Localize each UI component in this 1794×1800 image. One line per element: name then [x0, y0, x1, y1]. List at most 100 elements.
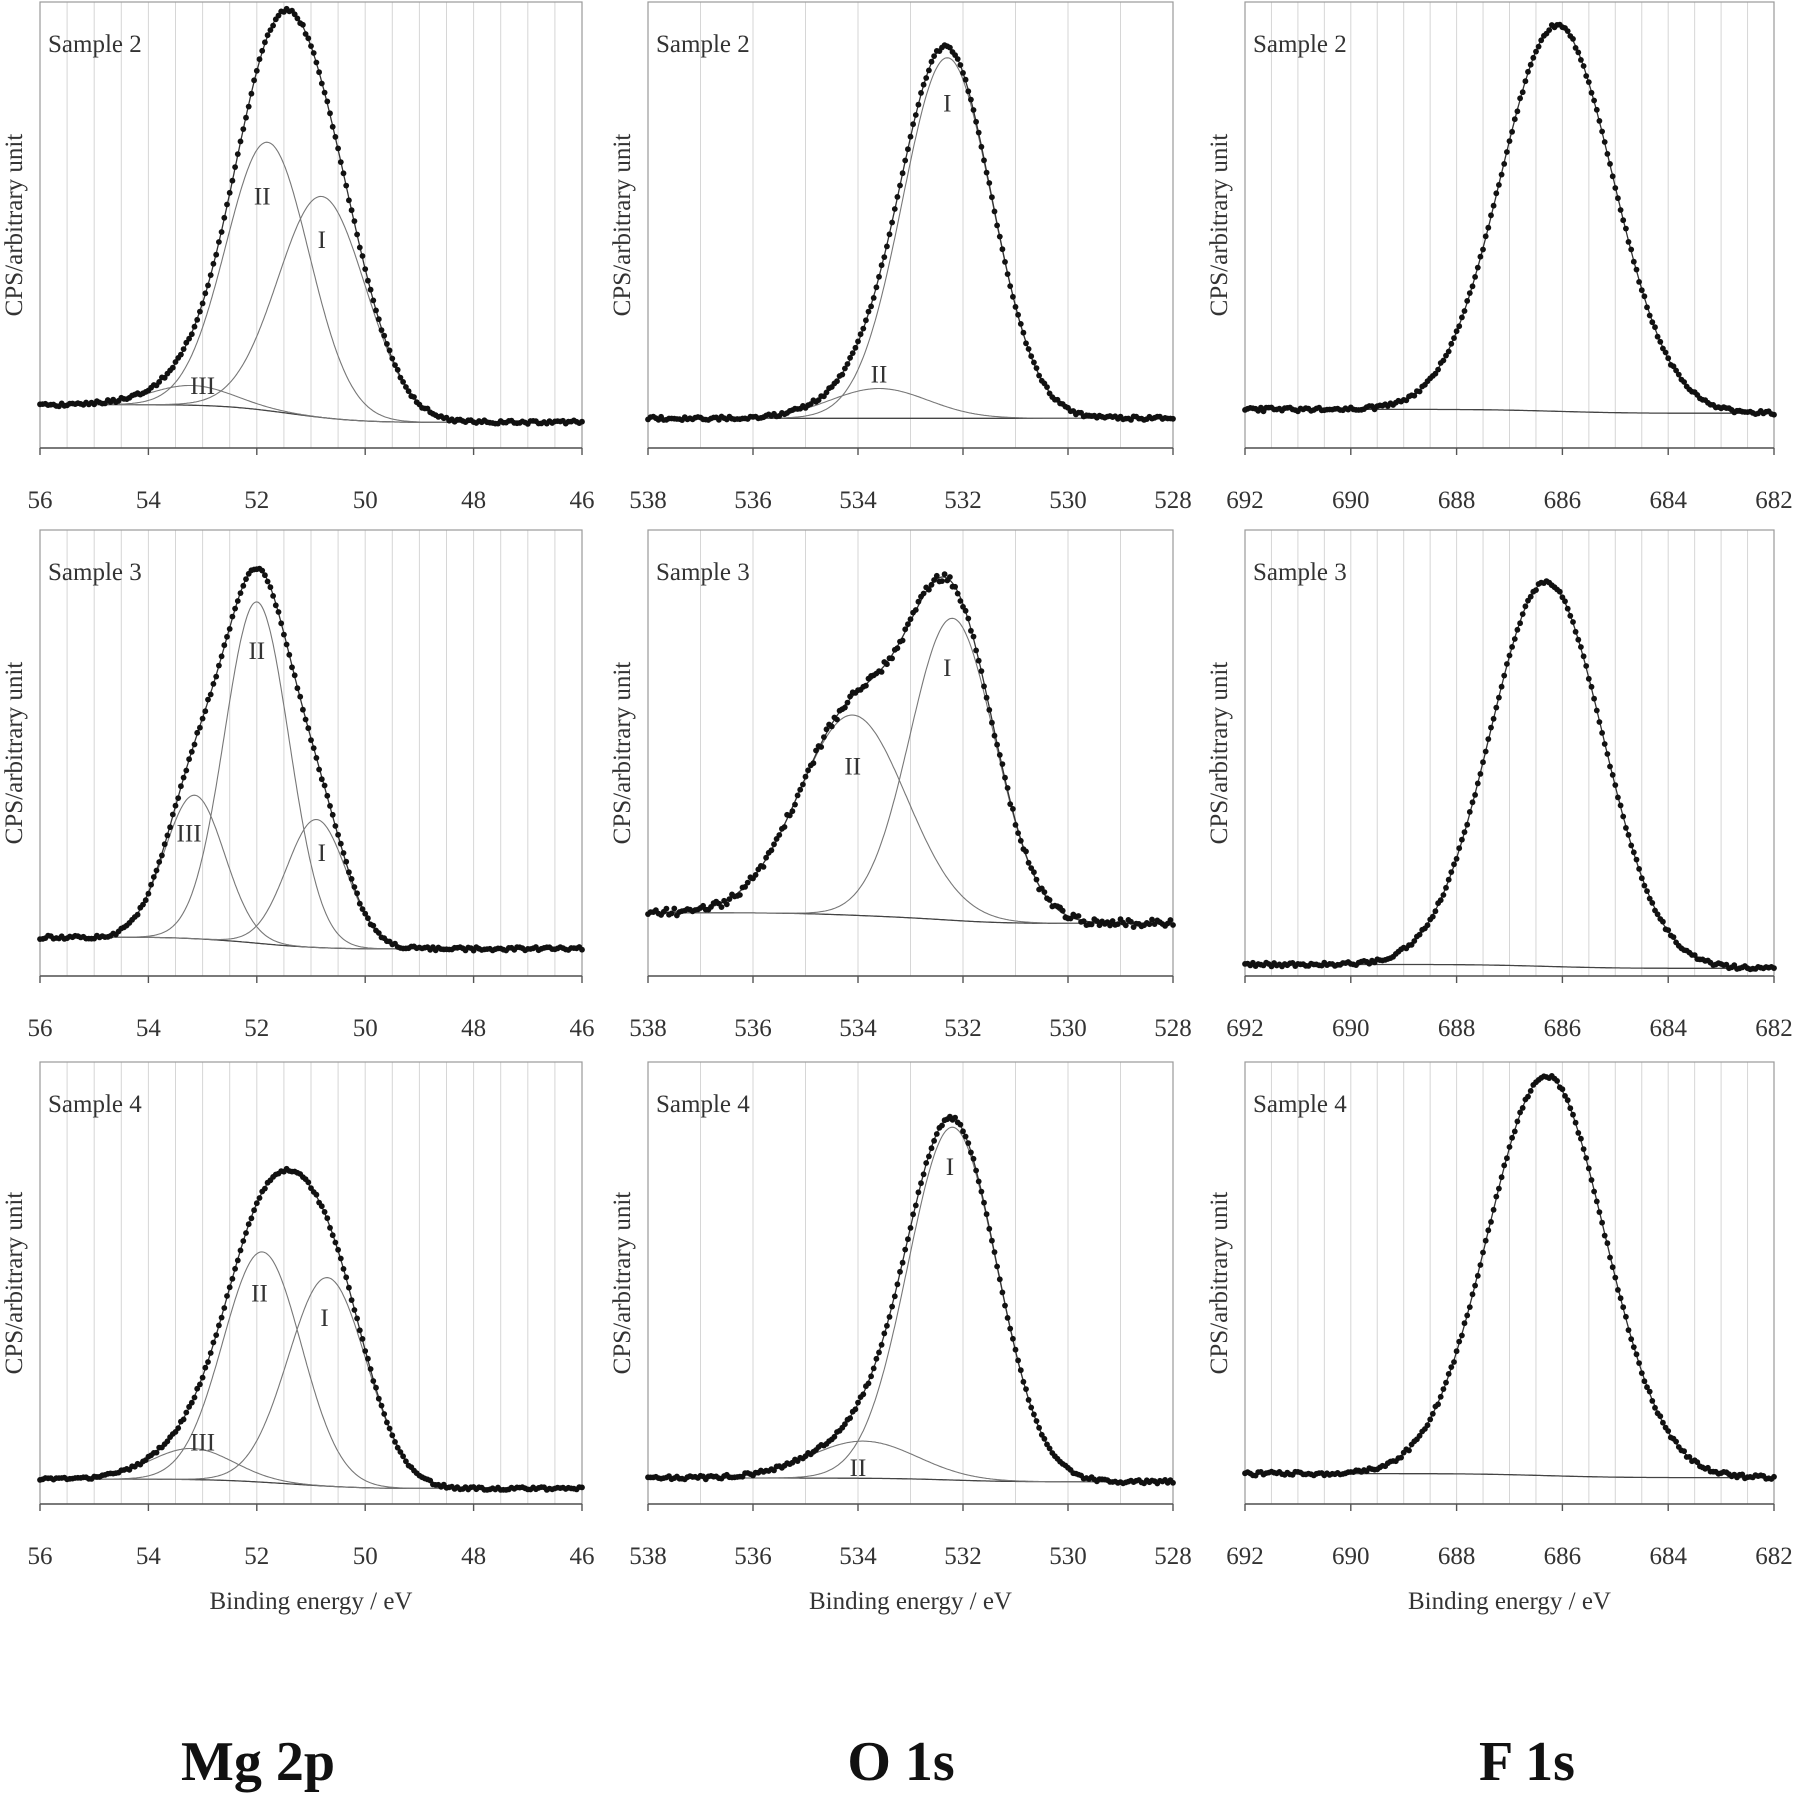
x-tick-label: 528	[1154, 1543, 1192, 1570]
data-point	[305, 35, 312, 42]
data-point	[1583, 663, 1590, 669]
data-point	[1623, 225, 1629, 232]
data-point	[1456, 323, 1463, 330]
data-point	[1644, 1384, 1650, 1391]
data-point	[826, 721, 832, 728]
data-point	[863, 1383, 869, 1390]
data-point	[1580, 1146, 1587, 1152]
x-tick-label: 54	[136, 1543, 162, 1570]
data-point	[281, 631, 287, 638]
x-tick-label: 690	[1332, 1015, 1370, 1042]
component-label: II	[251, 1280, 268, 1307]
data-point	[1583, 73, 1590, 79]
data-point	[1482, 748, 1489, 755]
data-point	[1419, 926, 1426, 933]
data-point	[373, 1384, 379, 1391]
data-point	[145, 890, 152, 897]
x-tick-label: 688	[1438, 487, 1476, 514]
data-point	[346, 869, 352, 876]
data-point	[881, 1330, 888, 1337]
data-point	[1667, 932, 1674, 939]
data-point	[899, 1259, 906, 1266]
data-point	[739, 884, 746, 891]
data-point	[973, 1167, 979, 1174]
data-point	[978, 143, 985, 150]
component-label: II	[871, 362, 888, 389]
data-point	[286, 651, 293, 658]
group-title-f1s: F 1s	[1479, 1731, 1575, 1793]
x-tick-label: 682	[1755, 487, 1793, 514]
data-point	[975, 1178, 982, 1185]
data-point	[1636, 279, 1642, 285]
data-point	[1002, 259, 1008, 265]
data-point	[37, 936, 43, 942]
data-point	[1506, 652, 1513, 659]
x-tick-label: 684	[1649, 487, 1687, 514]
data-point	[981, 683, 987, 690]
data-point	[1010, 806, 1016, 812]
data-point	[305, 725, 312, 732]
data-point	[923, 584, 930, 591]
data-point	[844, 699, 851, 706]
data-point	[1644, 304, 1650, 311]
data-point	[202, 1364, 209, 1371]
data-point	[329, 123, 336, 130]
data-point	[224, 201, 230, 208]
data-point	[996, 752, 1003, 758]
data-point	[207, 1350, 214, 1356]
data-point	[272, 602, 279, 609]
data-point	[397, 1449, 404, 1455]
data-point	[253, 1200, 260, 1207]
data-point	[1498, 171, 1505, 178]
data-point	[1033, 1418, 1040, 1424]
data-point	[243, 576, 249, 582]
data-point	[1443, 352, 1449, 359]
y-axis-label: CPS/arbitrary unit	[1206, 134, 1233, 317]
data-point	[1575, 636, 1582, 643]
data-point	[805, 767, 811, 774]
data-point	[1570, 1111, 1576, 1118]
data-point	[1548, 22, 1555, 28]
data-point	[245, 103, 252, 110]
data-point	[1472, 274, 1478, 280]
data-point	[1519, 89, 1526, 96]
data-point	[1443, 884, 1449, 891]
data-point	[365, 1355, 371, 1362]
data-point	[902, 626, 909, 633]
data-point	[831, 714, 838, 721]
data-point	[1607, 161, 1613, 167]
data-point	[205, 696, 211, 703]
data-point	[264, 1179, 271, 1186]
component-label: I	[318, 840, 326, 867]
data-point	[968, 627, 974, 634]
data-point	[37, 401, 43, 408]
data-point	[1419, 383, 1426, 390]
data-point	[332, 823, 339, 829]
x-axis-label: Binding energy / eV	[809, 1588, 1012, 1615]
data-point	[229, 1275, 236, 1282]
data-point	[1646, 1388, 1653, 1395]
x-tick-label: 50	[353, 1015, 378, 1042]
data-point	[367, 1366, 374, 1372]
x-tick-label: 530	[1049, 1015, 1087, 1042]
data-point	[726, 896, 733, 902]
data-point	[327, 803, 333, 809]
data-point	[218, 229, 225, 235]
data-point	[1652, 324, 1658, 331]
data-point	[251, 77, 257, 84]
data-point	[910, 121, 916, 128]
data-point	[316, 69, 322, 76]
data-point	[1501, 672, 1508, 679]
data-point	[343, 858, 350, 865]
data-point	[1036, 1424, 1042, 1431]
data-point	[954, 1119, 961, 1126]
data-point	[1535, 43, 1542, 50]
data-point	[351, 218, 358, 225]
data-point	[1445, 348, 1452, 355]
data-point	[224, 633, 230, 640]
data-point	[321, 89, 328, 96]
data-point	[365, 915, 371, 922]
x-tick-label: 52	[244, 487, 269, 514]
data-point	[337, 840, 344, 847]
data-point	[156, 1444, 163, 1451]
